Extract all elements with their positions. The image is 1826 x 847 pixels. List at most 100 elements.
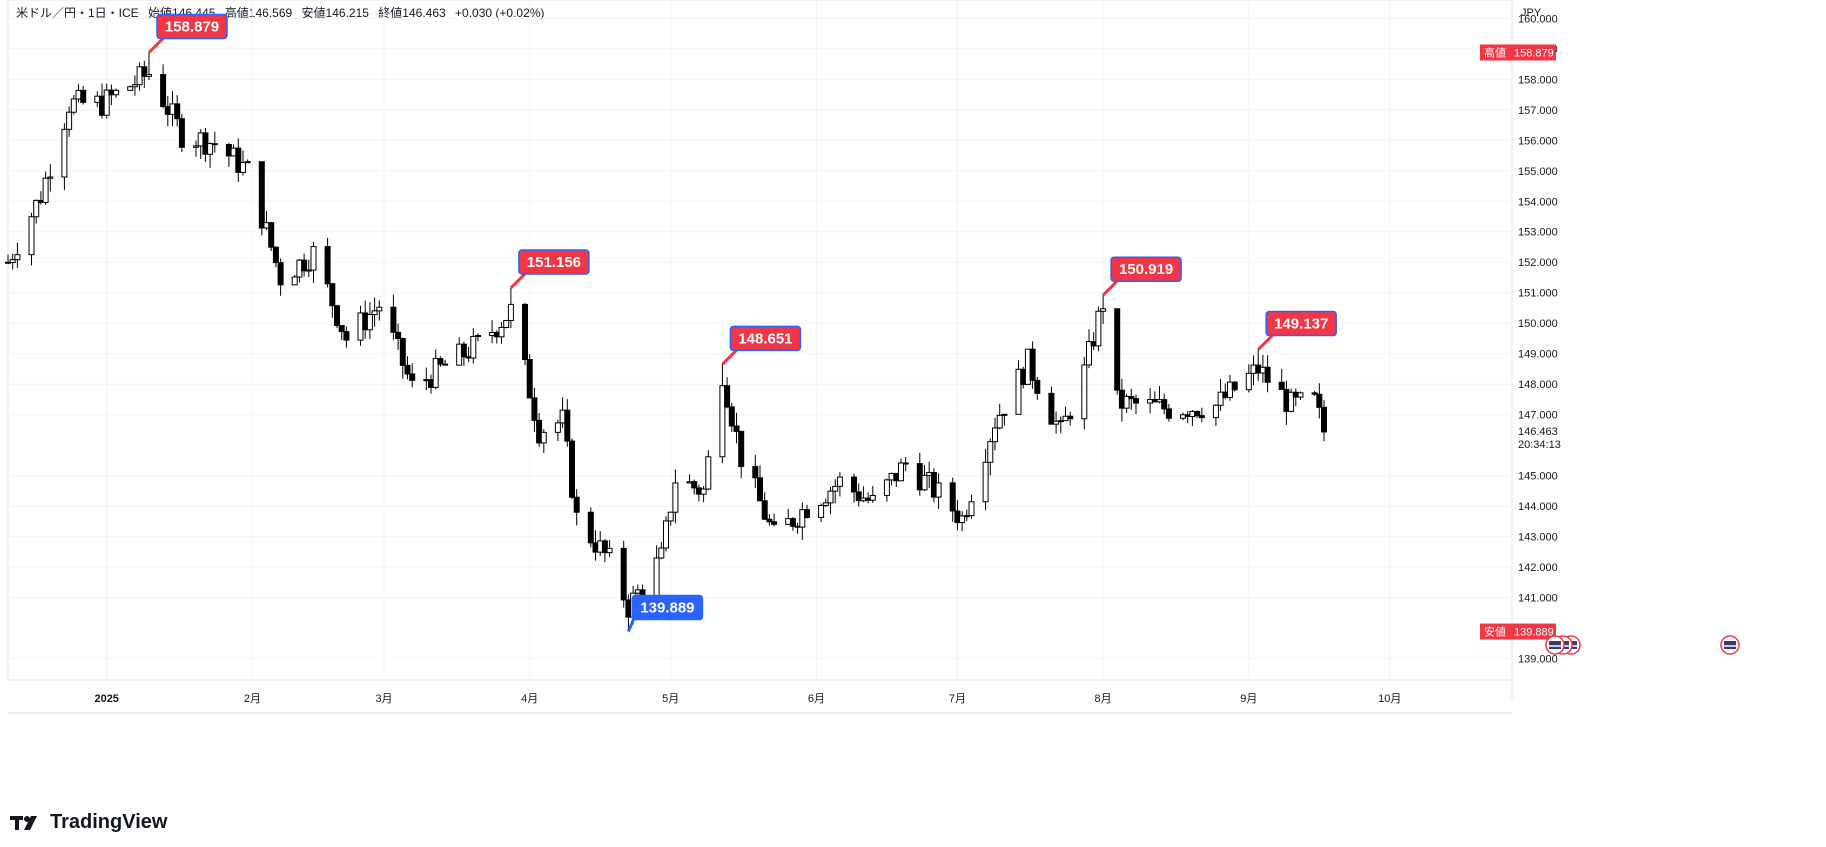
candle-body	[827, 490, 834, 504]
close-value: 146.463	[402, 6, 446, 20]
high-tag-label: 高値	[1484, 45, 1506, 59]
price-tick-label: 139.000	[1518, 654, 1558, 666]
candle-body	[268, 222, 275, 248]
callout-box	[1265, 310, 1337, 337]
candle-body	[432, 358, 439, 388]
price-tick-label: 160.000	[1518, 13, 1558, 25]
tradingview-logo[interactable]: TradingView	[10, 811, 167, 834]
axes: 160.000159.000158.000157.000156.000155.0…	[94, 7, 1740, 705]
high-value: 146.569	[248, 6, 293, 20]
candle-body	[235, 147, 242, 173]
candle-body	[146, 74, 152, 77]
date-tick-label: 2025	[94, 693, 118, 705]
candle-body	[1161, 399, 1168, 410]
candle-body	[536, 419, 543, 444]
candle-body	[1048, 392, 1055, 425]
candle-body	[959, 515, 966, 524]
date-tick-label: 2月	[244, 693, 261, 705]
candle-body	[851, 476, 857, 493]
price-tick-label: 153.000	[1518, 227, 1558, 239]
candle-body	[437, 358, 444, 365]
callout-label: 158.879	[165, 18, 219, 35]
price-tick-label: 147.000	[1518, 410, 1558, 422]
candle-body	[343, 331, 350, 341]
candle-body	[569, 440, 575, 498]
candle-body	[982, 461, 989, 503]
candle-body	[672, 482, 679, 513]
candle-body	[836, 476, 843, 487]
last-price-label: 146.463	[1518, 426, 1558, 438]
candle-body	[1100, 308, 1107, 312]
candles	[5, 52, 1327, 632]
candle-body	[573, 496, 580, 513]
price-tick-label: 156.000	[1518, 135, 1558, 147]
candle-body	[399, 338, 406, 366]
candle-body	[1311, 392, 1318, 395]
callout-box	[729, 325, 802, 352]
countdown-label: 20:34:13	[1518, 439, 1561, 451]
us-flag-icon-canton	[1724, 641, 1736, 649]
low-label: 安値	[301, 6, 326, 20]
low-tag-label: 安値	[1484, 625, 1506, 639]
candle-body	[757, 477, 763, 502]
candle-body	[28, 216, 35, 256]
candle-body	[1316, 393, 1323, 408]
date-tick-label: 6月	[808, 693, 825, 705]
tradingview-icon	[10, 815, 37, 830]
callout-leader	[147, 37, 165, 54]
candle-body	[1001, 413, 1008, 416]
candle-body	[14, 254, 21, 261]
low-tag-value: 139.889	[1514, 627, 1554, 639]
candle-body	[1067, 415, 1074, 420]
price-tick-label: 148.000	[1518, 379, 1558, 391]
candle-body	[822, 502, 829, 507]
candle-body	[272, 246, 279, 264]
candle-body	[1165, 408, 1172, 419]
candle-body	[338, 325, 345, 333]
candle-body	[366, 314, 373, 331]
candle-body	[691, 481, 698, 489]
candle-body	[1114, 308, 1121, 391]
currency-label: JPY	[1521, 7, 1542, 19]
date-tick-label: 7月	[949, 693, 966, 705]
candle-body	[1133, 398, 1139, 404]
candle-body	[470, 335, 477, 359]
candle-body	[1288, 391, 1295, 412]
candle-body	[70, 98, 77, 113]
candle-body	[883, 479, 890, 496]
candle-body	[804, 509, 810, 518]
candle-body	[1081, 364, 1088, 420]
candle-body	[869, 494, 876, 501]
candle-body	[700, 488, 707, 495]
price-tick-label: 144.000	[1518, 501, 1558, 513]
candle-body	[606, 547, 613, 554]
candle-body	[61, 128, 68, 178]
candle-body	[390, 306, 397, 333]
price-chart[interactable]: 158.879 151.156 148.651 139.889 150.919 149.1…	[0, 0, 1826, 800]
candle-body	[301, 259, 308, 272]
high-tag-value: 158.879	[1514, 47, 1554, 59]
price-tick-label: 154.000	[1518, 196, 1558, 208]
callout-box	[631, 594, 704, 621]
candle-body	[503, 319, 510, 328]
candle-body	[587, 511, 594, 544]
candle-body	[113, 89, 120, 96]
candle-body	[761, 500, 768, 520]
symbol-name: 米ドル／円・1日・ICE	[16, 6, 139, 20]
brand-name: TradingView	[50, 811, 168, 833]
candle-body	[1095, 310, 1102, 347]
candle-body	[949, 482, 956, 512]
candle-body	[258, 161, 265, 229]
candle-body	[1212, 404, 1219, 419]
candle-body	[80, 89, 87, 103]
callout-leader	[509, 272, 526, 290]
candle-body	[1297, 392, 1304, 398]
candle-body	[404, 364, 411, 375]
candle-body	[1321, 406, 1327, 433]
candle-body	[1057, 420, 1064, 423]
candle-body	[103, 89, 110, 116]
candle-body	[310, 246, 317, 271]
price-tick-label: 145.000	[1518, 471, 1558, 483]
candle-body	[898, 462, 904, 482]
